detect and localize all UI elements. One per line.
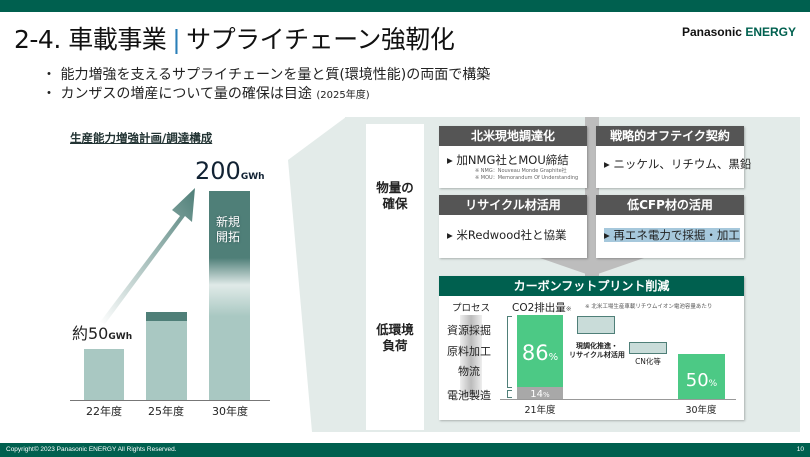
bar-21-upstream: 86% xyxy=(517,315,563,387)
label-column xyxy=(366,124,424,430)
bracket-upper xyxy=(507,316,512,388)
process-label: 資源採掘 xyxy=(447,324,491,337)
box-recycle: リサイクル材活用 ▸ 米Redwood社と協業 xyxy=(439,195,587,258)
step2-label: CN化等 xyxy=(635,357,661,366)
bullet-1: ・ 能力増強を支えるサプライチェーンを量と質(環境性能)の両面で構築 xyxy=(42,67,491,83)
footer: Copyright© 2023 Panasonic ENERGY All Rig… xyxy=(0,443,810,457)
end-value-label: 200GWh xyxy=(195,157,265,185)
volume-label: 物量の 確保 xyxy=(376,180,414,211)
x-label: 25年度 xyxy=(148,405,184,418)
box-low-cfp: 低CFP材の活用 ▸ 再エネ電力で採掘・加工 xyxy=(596,195,744,258)
top-bar xyxy=(0,0,810,12)
bar-22 xyxy=(84,349,124,400)
footnote: ※ 北米工場生産車載リチウムイオン電池容量あたり xyxy=(585,304,713,310)
start-value-label: 約50GWh xyxy=(72,324,133,343)
bracket-lower xyxy=(507,390,512,398)
process-header: プロセス xyxy=(452,303,491,314)
step-cn xyxy=(629,342,667,354)
logo: Panasonic ENERGY xyxy=(681,25,796,39)
bar-30-co2: 50% xyxy=(678,354,725,399)
step-local-procurement xyxy=(577,316,615,334)
down-arrow xyxy=(540,258,644,276)
baseline xyxy=(70,400,270,401)
co2-baseline xyxy=(500,399,736,400)
x-label-30: 30年度 xyxy=(685,405,717,416)
box-local-procurement: 北米現地調達化 ▸ 加NMG社とMOU締結 ※ NMG：Nouveau Monde … xyxy=(439,126,587,188)
bullet-2: ・ カンザスの増産について量の確保は目途 (2025年度) xyxy=(42,86,370,102)
bar-21-manufacturing: 14% xyxy=(517,387,563,399)
bar-30 xyxy=(209,191,250,400)
x-label-21: 21年度 xyxy=(524,405,556,416)
step1-label: 現調化推進・ リサイクル材活用 xyxy=(569,342,625,359)
page-title: 2-4. 車載事業 | サプライチェーン強靭化 xyxy=(14,25,455,54)
page-number: 10 xyxy=(796,446,804,453)
process-label: 物流 xyxy=(458,365,480,378)
process-shade xyxy=(460,315,482,397)
flow-stem xyxy=(585,117,599,277)
x-label: 30年度 xyxy=(212,405,248,418)
panel-connector xyxy=(288,117,346,432)
environment-label: 低環境 負荷 xyxy=(376,322,414,353)
process-label: 電池製造 xyxy=(447,389,491,402)
chart-title: 生産能力増強計画/調達構成 xyxy=(70,131,213,145)
growth-arrow xyxy=(100,188,195,324)
co2-header: CO2排出量※ xyxy=(512,302,572,314)
bar-25 xyxy=(146,312,187,400)
new-development-label: 新規 開拓 xyxy=(216,215,241,244)
box-offtake: 戦略的オフテイク契約 ▸ ニッケル、リチウム、黒鉛 xyxy=(596,126,751,188)
x-label: 22年度 xyxy=(86,405,122,418)
process-label: 原料加工 xyxy=(447,345,491,358)
